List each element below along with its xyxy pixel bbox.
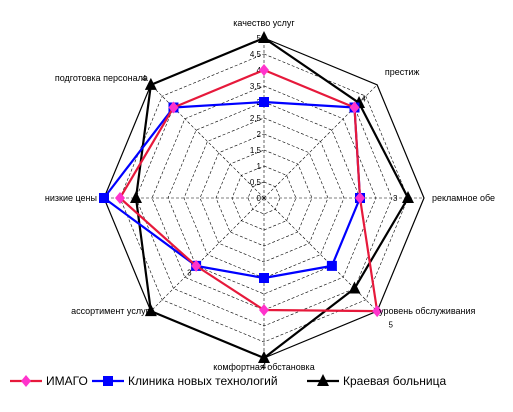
series-marker [115, 192, 125, 204]
scale-tick-label: 4,5 [250, 50, 262, 59]
axis-label: ассортимент услуг [71, 306, 150, 316]
value-labels: 4 3 5 4 3 4 [142, 74, 398, 371]
scale-tick-labels: 00,511,522,533,544,55 [250, 34, 262, 203]
scale-tick-label: 2 [257, 130, 262, 139]
series-marker [130, 191, 142, 203]
series-group [115, 64, 383, 318]
grid-spoke [263, 197, 378, 312]
axis-label: низкие цены [45, 193, 97, 203]
legend: ИМАГО Клиника новых технологий Краевая бол… [10, 374, 446, 388]
value-label: 4 [361, 94, 366, 103]
series-marker [372, 305, 383, 318]
grid-ring [199, 133, 329, 263]
series-marker [258, 31, 270, 43]
legend-item: Краевая больница [307, 374, 446, 388]
value-label: 4 [262, 362, 267, 371]
series-marker [99, 193, 109, 203]
series-group [130, 31, 414, 363]
series-marker [355, 192, 365, 204]
legend-item: Клиника новых технологий [92, 374, 278, 388]
series-marker [21, 375, 31, 387]
legend-label: Клиника новых технологий [128, 374, 278, 388]
series-marker [402, 191, 414, 203]
series-marker [317, 374, 329, 386]
axis-label: престиж [385, 67, 420, 77]
series-marker [349, 101, 360, 114]
axis-labels: качество услуг престиж рекламное обе уровен… [45, 18, 495, 372]
grid-ring [247, 181, 281, 215]
scale-tick-label: 3,5 [250, 82, 262, 91]
legend-label: Краевая больница [343, 374, 446, 388]
scale-tick-label: 4 [257, 66, 262, 75]
axis-label: уровень обслуживания [379, 306, 475, 316]
scale-tick-label: 0 [257, 194, 262, 203]
value-label: 4 [142, 74, 147, 83]
grid-layer [103, 37, 425, 359]
scale-tick-label: 0,5 [250, 178, 262, 187]
scale-tick-label: 1 [257, 162, 262, 171]
series-marker [144, 77, 157, 90]
scale-tick-label: 1,5 [250, 146, 262, 155]
series-marker [191, 259, 202, 272]
series-group [99, 97, 365, 283]
series-marker [326, 260, 337, 271]
series-marker [259, 64, 269, 76]
axis-label: комфортная обстановка [213, 362, 314, 372]
axis-label: подготовка персонала [55, 73, 148, 83]
grid-spoke [263, 84, 378, 199]
series-marker [259, 273, 269, 283]
axis-label: рекламное обе [432, 193, 495, 203]
grid-spoke [150, 84, 265, 199]
value-label: 5 [388, 321, 393, 330]
value-label: 3 [187, 269, 192, 278]
series-marker [144, 304, 157, 317]
grid-spoke [150, 197, 265, 312]
grid-ring [183, 117, 345, 279]
scale-tick-label: 2,5 [250, 114, 262, 123]
series-marker [258, 351, 270, 363]
series-marker [259, 304, 269, 316]
series-marker [168, 101, 179, 114]
series-marker [103, 376, 113, 386]
axis-label: качество услуг [233, 18, 295, 28]
series-layer [99, 31, 414, 363]
series-marker [348, 281, 361, 294]
series-marker [259, 97, 269, 107]
legend-label: ИМАГО [46, 374, 88, 388]
value-label: 3 [393, 194, 398, 203]
scale-tick-label: 5 [257, 34, 262, 43]
legend-item: ИМАГО [10, 374, 88, 388]
grid-ring [167, 101, 361, 295]
grid-ring [119, 53, 409, 343]
